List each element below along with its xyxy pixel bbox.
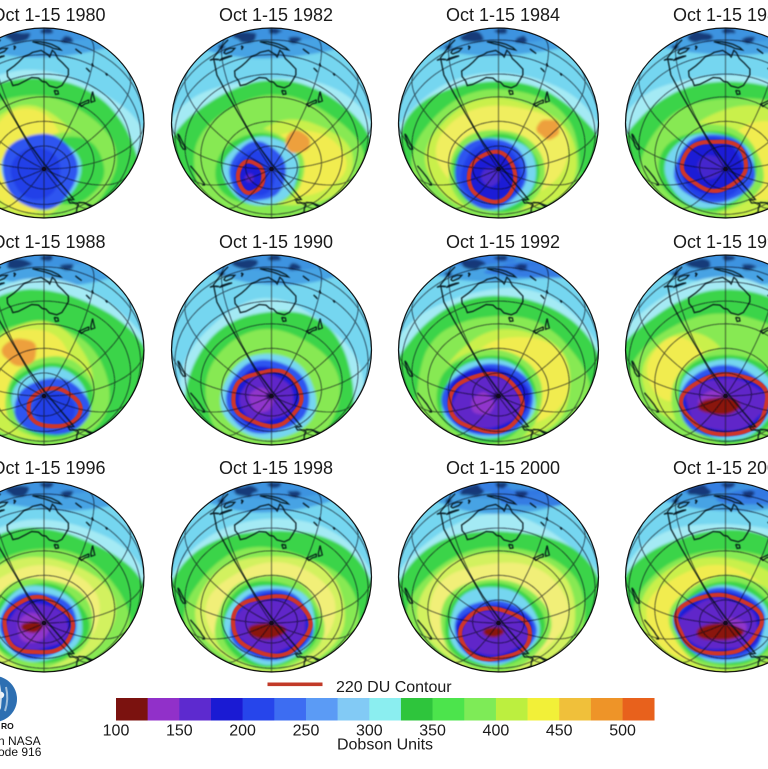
svg-text:Oct 1-15 1984: Oct 1-15 1984 <box>446 5 560 25</box>
svg-text:RO: RO <box>1 721 14 731</box>
svg-text:Oct 1-15 1996: Oct 1-15 1996 <box>0 458 106 478</box>
svg-text:Oct 1-15 1998: Oct 1-15 1998 <box>219 458 333 478</box>
svg-text:ode 916: ode 916 <box>0 745 42 759</box>
svg-text:Oct 1-15 2001: Oct 1-15 2001 <box>673 458 768 478</box>
svg-text:150: 150 <box>166 723 193 740</box>
svg-text:Oct 1-15 1992: Oct 1-15 1992 <box>446 232 560 252</box>
svg-text:200: 200 <box>229 723 256 740</box>
svg-text:500: 500 <box>609 723 636 740</box>
svg-text:Oct 1-15 1986: Oct 1-15 1986 <box>673 5 768 25</box>
svg-text:100: 100 <box>103 723 130 740</box>
svg-text:Oct 1-15 1988: Oct 1-15 1988 <box>0 232 106 252</box>
svg-text:250: 250 <box>293 723 320 740</box>
svg-text:Oct 1-15 1982: Oct 1-15 1982 <box>219 5 333 25</box>
svg-text:400: 400 <box>483 723 510 740</box>
svg-text:Dobson Units: Dobson Units <box>337 737 433 754</box>
svg-text:Oct 1-15 1980: Oct 1-15 1980 <box>0 5 106 25</box>
svg-text:Oct 1-15 1994: Oct 1-15 1994 <box>673 232 768 252</box>
svg-text:Oct 1-15 2000: Oct 1-15 2000 <box>446 458 560 478</box>
svg-text:Oct 1-15 1990: Oct 1-15 1990 <box>219 232 333 252</box>
svg-text:n NASA: n NASA <box>0 734 41 748</box>
svg-text:350: 350 <box>419 723 446 740</box>
svg-text:220 DU Contour: 220 DU Contour <box>336 679 452 696</box>
svg-text:450: 450 <box>546 723 573 740</box>
svg-text:300: 300 <box>356 723 383 740</box>
